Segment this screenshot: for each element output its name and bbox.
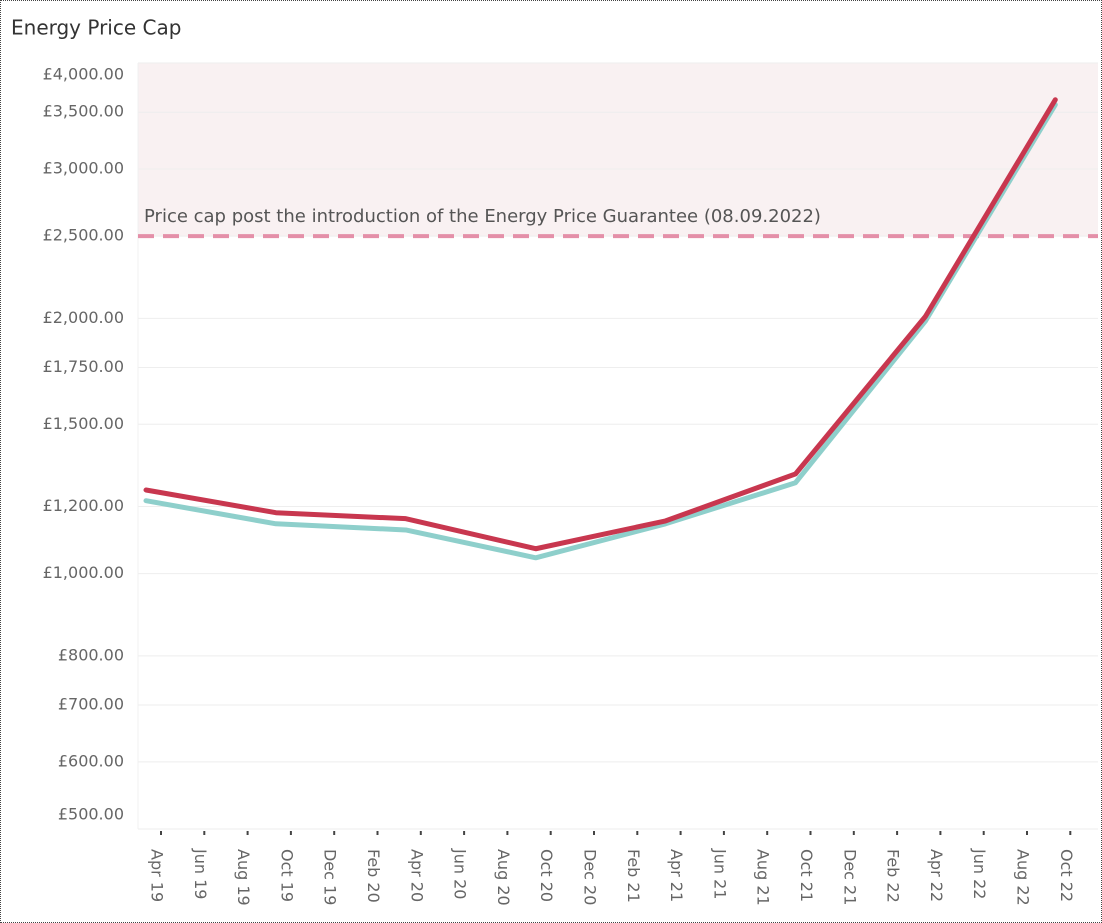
y-tick-label: £700.00: [58, 695, 124, 714]
x-tick-label: Oct 22: [1057, 849, 1076, 902]
reference-label: Price cap post the introduction of the E…: [144, 206, 821, 227]
x-tick-label: Aug 19: [234, 849, 253, 906]
x-tick-label: Jun 21: [710, 848, 729, 899]
x-tick-label: Feb 20: [364, 849, 383, 903]
x-tick-label: Jun 19: [191, 848, 210, 899]
y-tick-label: £1,750.00: [43, 357, 124, 376]
series-line: [143, 97, 1058, 552]
x-tick-label: Apr 19: [148, 849, 167, 902]
reference-band: [138, 63, 1098, 237]
x-tick-label: Oct 21: [797, 849, 816, 902]
y-tick-label: £4,000.00: [43, 65, 124, 84]
x-tick-label: Jun 20: [451, 848, 470, 899]
x-tick-label: Dec 20: [581, 849, 600, 905]
y-tick-label: £1,200.00: [43, 496, 124, 515]
y-tick-label: £1,500.00: [43, 414, 124, 433]
x-tick-label: Oct 20: [537, 849, 556, 902]
x-tick-label: Feb 21: [624, 849, 643, 903]
y-tick-label: £1,000.00: [43, 563, 124, 582]
y-tick-label: £2,000.00: [43, 308, 124, 327]
y-tick-label: £3,000.00: [43, 158, 124, 177]
x-tick-label: Dec 21: [840, 849, 859, 905]
y-tick-label: £800.00: [58, 645, 124, 664]
x-tick-label: Feb 22: [884, 849, 903, 903]
x-tick-label: Apr 22: [927, 849, 946, 902]
x-tick-label: Dec 19: [321, 849, 340, 905]
x-tick-label: Apr 20: [407, 849, 426, 902]
x-tick-label: Aug 22: [1014, 849, 1033, 906]
chart-title: Energy Price Cap: [11, 16, 181, 40]
x-tick-label: Apr 21: [667, 849, 686, 902]
x-tick-label: Oct 19: [277, 849, 296, 902]
x-tick-label: Aug 20: [494, 849, 513, 906]
y-tick-label: £600.00: [58, 751, 124, 770]
y-tick-label: £2,500.00: [43, 226, 124, 245]
y-tick-label: £500.00: [58, 805, 124, 824]
y-tick-label: £3,500.00: [43, 102, 124, 121]
x-tick-label: Aug 21: [754, 849, 773, 906]
series-line: [143, 102, 1058, 561]
x-tick-label: Jun 22: [970, 848, 989, 899]
